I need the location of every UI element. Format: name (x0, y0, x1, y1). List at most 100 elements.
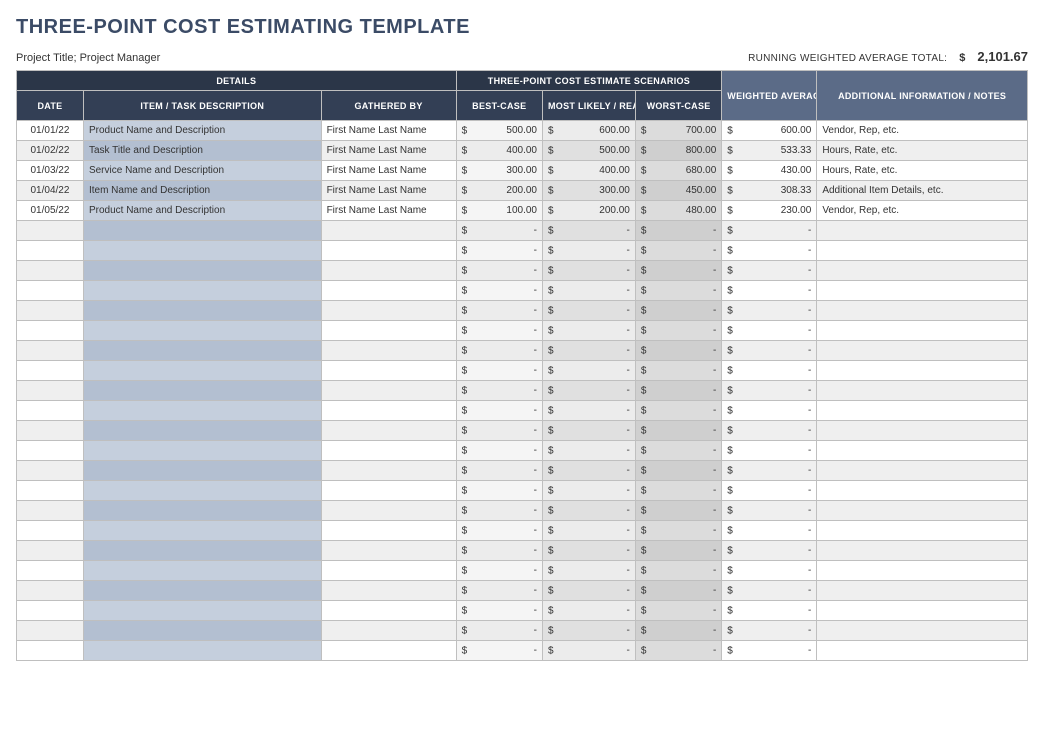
cell-most-likely[interactable]: - (542, 341, 635, 361)
cell-description[interactable] (83, 601, 321, 621)
cell-notes[interactable] (817, 261, 1028, 281)
cell-best-case[interactable]: 400.00 (456, 141, 542, 161)
cell-gathered-by[interactable]: First Name Last Name (321, 201, 456, 221)
cell-date[interactable] (17, 241, 84, 261)
cell-gathered-by[interactable] (321, 421, 456, 441)
cell-best-case[interactable]: - (456, 321, 542, 341)
cell-description[interactable] (83, 301, 321, 321)
cell-description[interactable] (83, 441, 321, 461)
cell-weighted-average[interactable]: - (722, 581, 817, 601)
cell-description[interactable] (83, 221, 321, 241)
cell-date[interactable] (17, 381, 84, 401)
cell-notes[interactable] (817, 581, 1028, 601)
cell-weighted-average[interactable]: - (722, 421, 817, 441)
cell-worst-case[interactable]: - (635, 481, 721, 501)
cell-notes[interactable] (817, 561, 1028, 581)
cell-notes[interactable]: Vendor, Rep, etc. (817, 121, 1028, 141)
cell-description[interactable]: Product Name and Description (83, 121, 321, 141)
cell-most-likely[interactable]: - (542, 421, 635, 441)
cell-worst-case[interactable]: - (635, 361, 721, 381)
cell-gathered-by[interactable] (321, 501, 456, 521)
cell-date[interactable]: 01/04/22 (17, 181, 84, 201)
cell-most-likely[interactable]: - (542, 581, 635, 601)
cell-notes[interactable] (817, 401, 1028, 421)
cell-worst-case[interactable]: - (635, 621, 721, 641)
cell-most-likely[interactable]: - (542, 601, 635, 621)
cell-date[interactable] (17, 361, 84, 381)
cell-description[interactable] (83, 561, 321, 581)
cell-worst-case[interactable]: - (635, 501, 721, 521)
cell-date[interactable] (17, 321, 84, 341)
cell-date[interactable]: 01/02/22 (17, 141, 84, 161)
cell-notes[interactable] (817, 301, 1028, 321)
cell-notes[interactable] (817, 641, 1028, 661)
cell-weighted-average[interactable]: - (722, 341, 817, 361)
cell-notes[interactable]: Additional Item Details, etc. (817, 181, 1028, 201)
cell-notes[interactable] (817, 481, 1028, 501)
cell-description[interactable] (83, 401, 321, 421)
cell-best-case[interactable]: 100.00 (456, 201, 542, 221)
cell-best-case[interactable]: - (456, 501, 542, 521)
cell-weighted-average[interactable]: - (722, 541, 817, 561)
cell-weighted-average[interactable]: - (722, 301, 817, 321)
cell-worst-case[interactable]: 700.00 (635, 121, 721, 141)
cell-weighted-average[interactable]: 230.00 (722, 201, 817, 221)
cell-gathered-by[interactable]: First Name Last Name (321, 181, 456, 201)
cell-date[interactable] (17, 561, 84, 581)
cell-date[interactable] (17, 401, 84, 421)
cell-best-case[interactable]: 200.00 (456, 181, 542, 201)
cell-date[interactable] (17, 441, 84, 461)
cell-description[interactable] (83, 541, 321, 561)
cell-weighted-average[interactable]: - (722, 561, 817, 581)
cell-most-likely[interactable]: - (542, 221, 635, 241)
cell-most-likely[interactable]: - (542, 241, 635, 261)
cell-most-likely[interactable]: - (542, 321, 635, 341)
cell-weighted-average[interactable]: 430.00 (722, 161, 817, 181)
cell-gathered-by[interactable] (321, 261, 456, 281)
cell-date[interactable] (17, 521, 84, 541)
cell-notes[interactable] (817, 281, 1028, 301)
cell-notes[interactable] (817, 361, 1028, 381)
cell-worst-case[interactable]: - (635, 321, 721, 341)
cell-gathered-by[interactable] (321, 621, 456, 641)
cell-gathered-by[interactable] (321, 321, 456, 341)
cell-worst-case[interactable]: - (635, 441, 721, 461)
cell-description[interactable]: Item Name and Description (83, 181, 321, 201)
cell-description[interactable] (83, 641, 321, 661)
cell-gathered-by[interactable] (321, 541, 456, 561)
cell-gathered-by[interactable] (321, 641, 456, 661)
cell-description[interactable] (83, 241, 321, 261)
cell-gathered-by[interactable] (321, 341, 456, 361)
cell-date[interactable] (17, 501, 84, 521)
cell-most-likely[interactable]: 600.00 (542, 121, 635, 141)
cell-best-case[interactable]: 500.00 (456, 121, 542, 141)
cell-best-case[interactable]: - (456, 461, 542, 481)
cell-description[interactable] (83, 341, 321, 361)
cell-most-likely[interactable]: - (542, 361, 635, 381)
cell-best-case[interactable]: - (456, 261, 542, 281)
cell-description[interactable] (83, 501, 321, 521)
cell-best-case[interactable]: - (456, 401, 542, 421)
cell-weighted-average[interactable]: - (722, 461, 817, 481)
cell-gathered-by[interactable] (321, 281, 456, 301)
cell-gathered-by[interactable]: First Name Last Name (321, 161, 456, 181)
cell-worst-case[interactable]: - (635, 401, 721, 421)
cell-most-likely[interactable]: - (542, 501, 635, 521)
cell-weighted-average[interactable]: - (722, 621, 817, 641)
cell-most-likely[interactable]: - (542, 561, 635, 581)
cell-best-case[interactable]: - (456, 341, 542, 361)
cell-notes[interactable] (817, 241, 1028, 261)
cell-notes[interactable] (817, 221, 1028, 241)
cell-most-likely[interactable]: 200.00 (542, 201, 635, 221)
cell-worst-case[interactable]: - (635, 221, 721, 241)
cell-most-likely[interactable]: - (542, 621, 635, 641)
cell-best-case[interactable]: - (456, 621, 542, 641)
cell-weighted-average[interactable]: - (722, 441, 817, 461)
cell-worst-case[interactable]: - (635, 541, 721, 561)
cell-weighted-average[interactable]: - (722, 401, 817, 421)
cell-weighted-average[interactable]: - (722, 221, 817, 241)
cell-best-case[interactable]: 300.00 (456, 161, 542, 181)
cell-description[interactable]: Service Name and Description (83, 161, 321, 181)
cell-weighted-average[interactable]: - (722, 361, 817, 381)
cell-description[interactable] (83, 381, 321, 401)
